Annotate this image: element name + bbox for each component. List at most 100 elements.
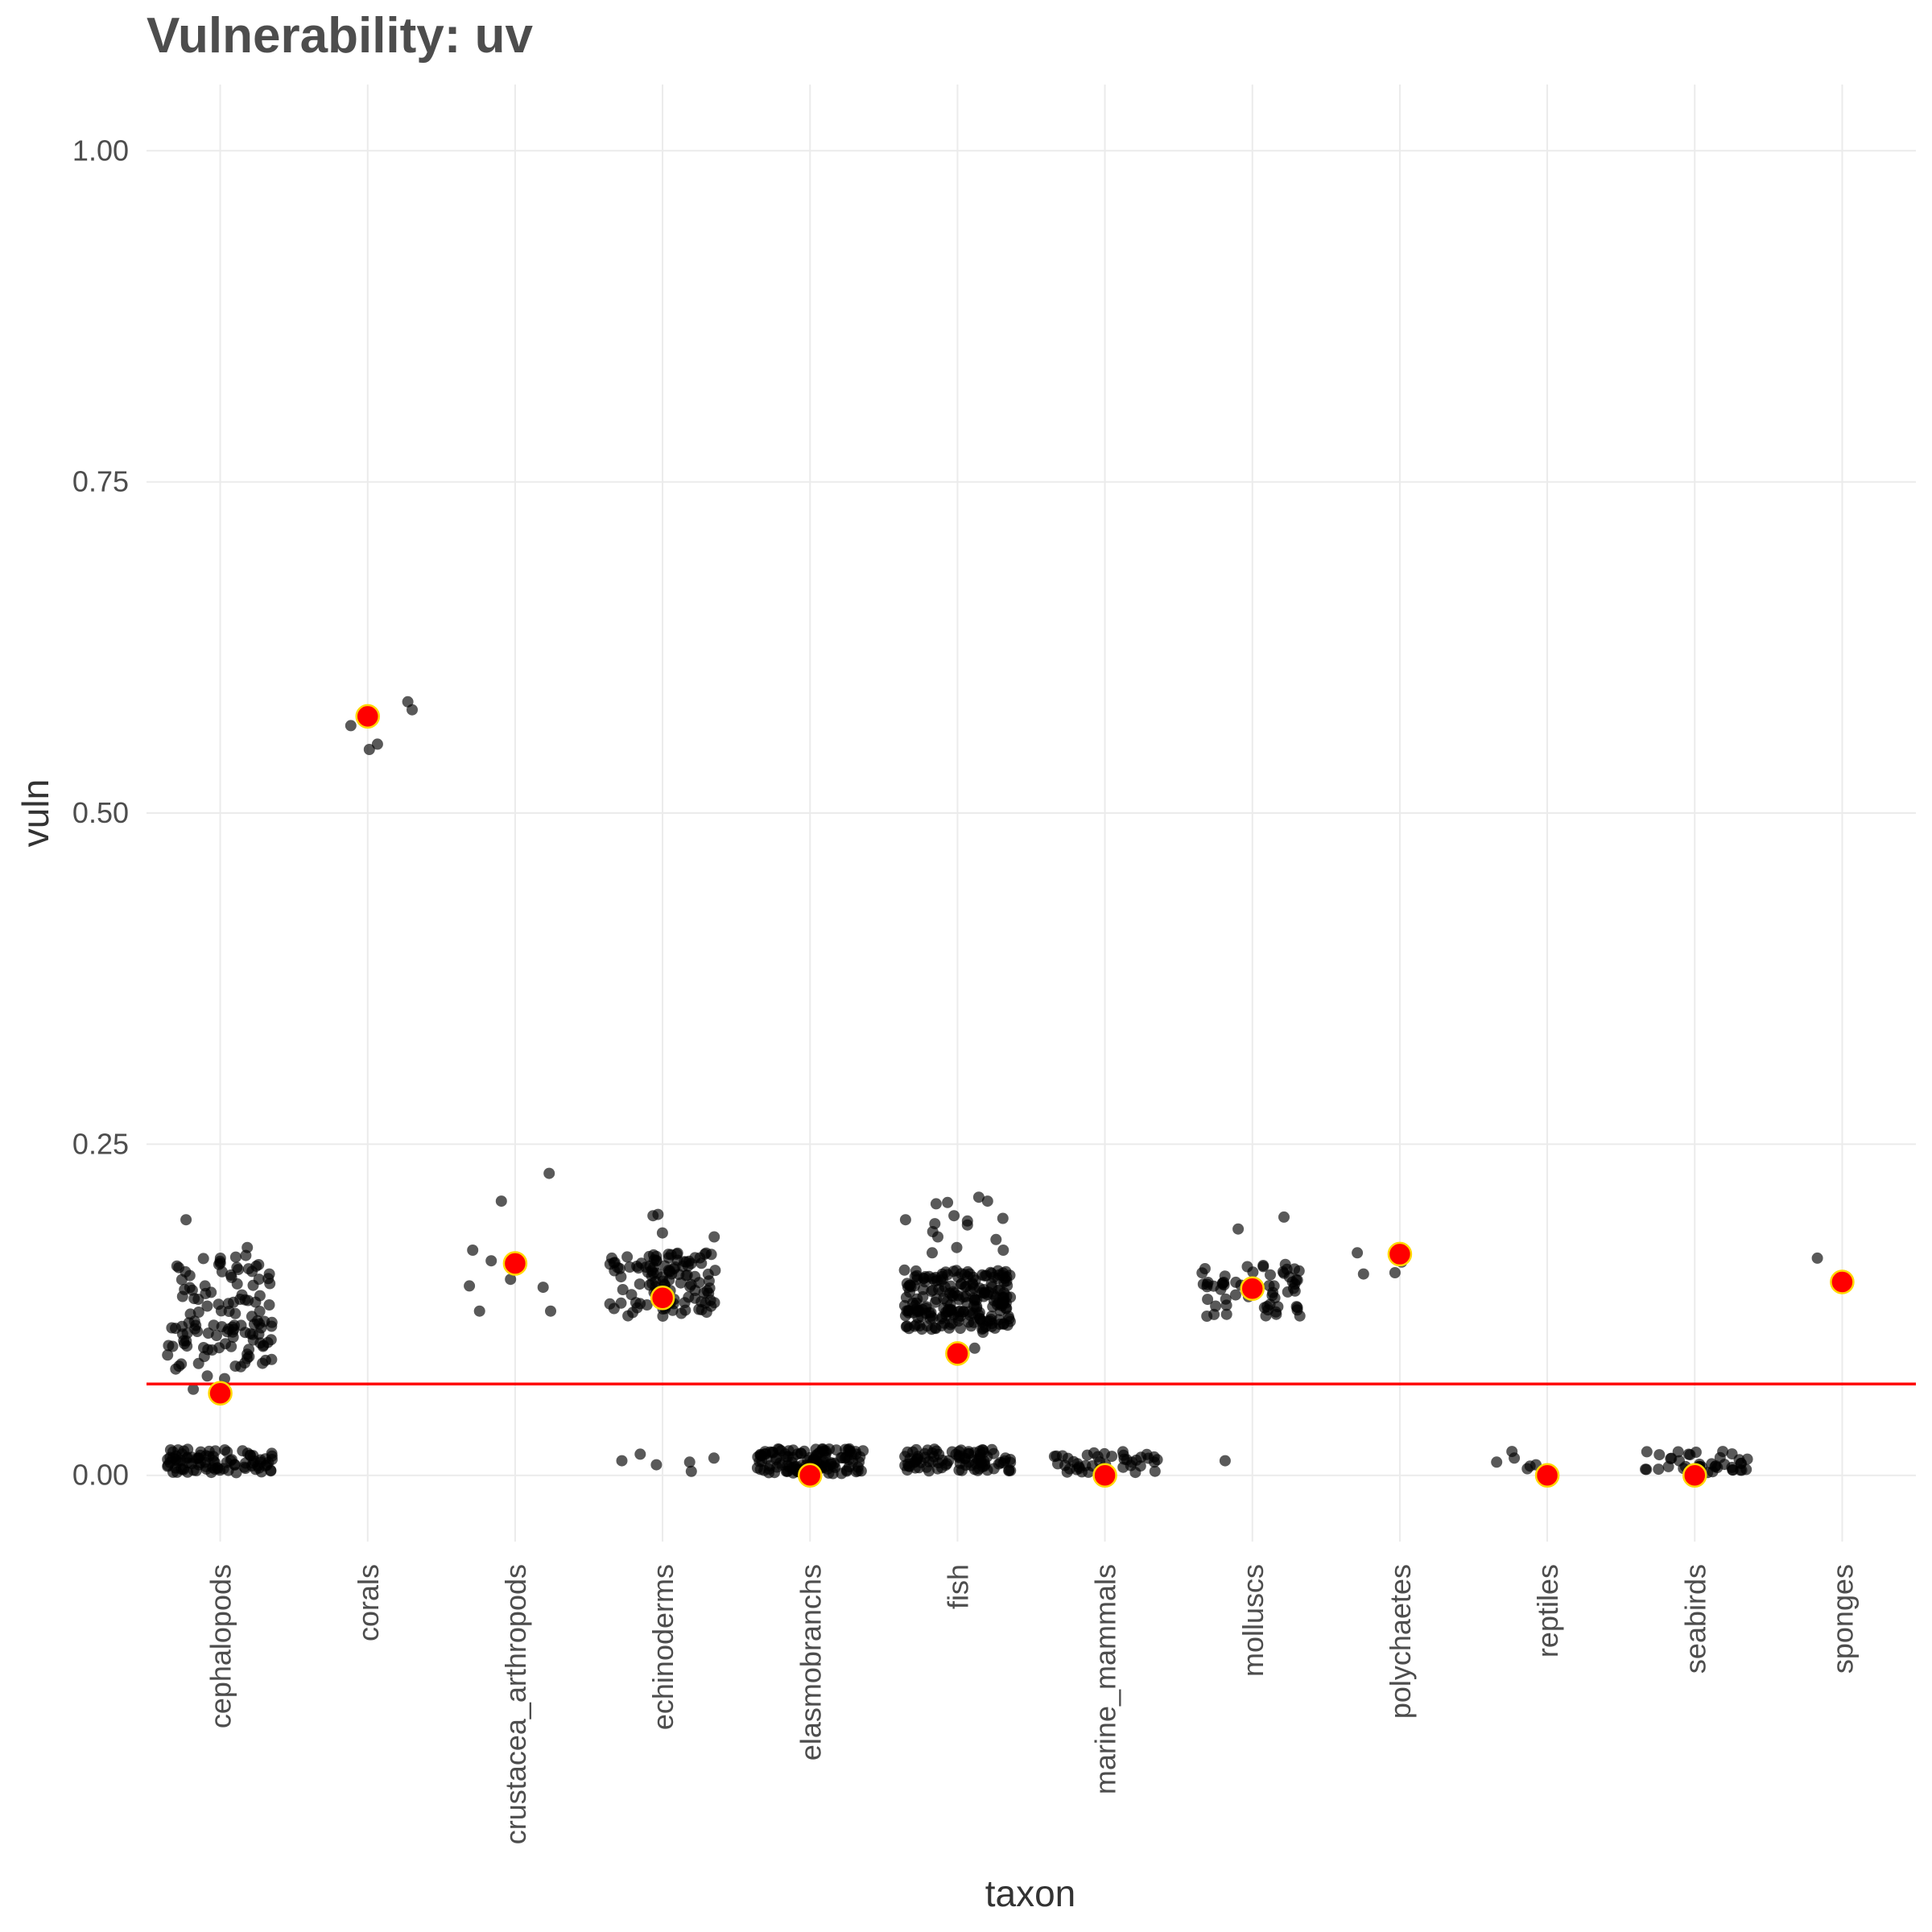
data-point [1690,1447,1702,1458]
data-point [1247,1266,1259,1278]
data-point [997,1457,1009,1469]
data-point [188,1383,200,1395]
data-point [624,1261,636,1273]
data-point [175,1455,187,1467]
data-point [190,1319,202,1331]
data-point [978,1290,990,1302]
data-point [930,1198,942,1210]
data-point [1220,1308,1232,1320]
x-tick-label: cephalopods [204,1564,237,1728]
data-point [231,1261,243,1274]
data-point [1509,1452,1521,1464]
data-point [919,1271,931,1282]
summary-point [945,1341,970,1366]
data-point [1199,1263,1211,1274]
data-point [246,1311,258,1323]
data-point [254,1318,266,1330]
data-point [634,1278,646,1290]
data-point [923,1465,935,1477]
data-point [978,1455,990,1468]
data-point [1289,1285,1301,1297]
y-tick-label: 0.75 [72,465,129,498]
grid [147,85,1916,1542]
data-point [1265,1269,1276,1281]
summary-point [1092,1463,1117,1488]
data-point [1735,1457,1747,1469]
data-point [1707,1466,1719,1478]
data-point [700,1307,712,1319]
data-point [947,1309,960,1321]
data-point [953,1446,965,1458]
data-point [650,1459,663,1471]
data-point [229,1360,242,1373]
data-point [703,1275,715,1287]
data-point [942,1196,954,1208]
data-point [1726,1461,1738,1473]
data-point [701,1285,713,1297]
data-point [914,1320,926,1331]
data-point [818,1455,830,1468]
data-point [773,1443,785,1455]
data-point [781,1465,793,1477]
data-point [903,1323,915,1335]
data-point [931,1274,943,1286]
x-axis-title: taxon [985,1872,1076,1914]
data-point [819,1445,832,1457]
data-point [467,1245,479,1256]
data-point [968,1300,980,1312]
data-point [910,1462,921,1474]
x-tick-label: reptiles [1531,1564,1564,1657]
data-point [933,1448,945,1460]
data-point [1290,1301,1302,1313]
data-point [972,1191,985,1203]
data-point [363,744,375,755]
x-tick-label: fish [941,1564,974,1609]
data-point [213,1258,225,1270]
data-point [906,1446,919,1458]
data-point [170,1323,181,1335]
data-point [485,1255,497,1267]
data-point [167,1340,179,1352]
data-point [929,1322,941,1334]
data-point [899,1214,911,1226]
data-point [675,1277,687,1289]
data-point [902,1305,914,1317]
data-point [215,1305,227,1317]
data-point [609,1265,621,1277]
data-point [644,1260,656,1272]
data-point [981,1195,993,1208]
data-point [998,1276,1010,1288]
data-point [1230,1276,1242,1288]
data-point [505,1274,517,1286]
summary-point [1387,1241,1413,1267]
data-point [1279,1258,1291,1270]
data-point [1263,1280,1275,1292]
data-point [943,1287,956,1299]
data-point [464,1280,476,1292]
data-point [634,1448,646,1460]
data-point [1521,1463,1534,1475]
data-point [997,1212,1009,1224]
data-point [1653,1463,1665,1476]
data-point [708,1231,720,1243]
data-point [221,1446,233,1458]
summary-point [502,1251,528,1276]
data-point [537,1282,549,1294]
data-point [247,1279,259,1291]
data-point [1220,1293,1232,1305]
data-point [179,1338,190,1350]
data-point [473,1305,485,1317]
data-point [1491,1456,1503,1468]
data-point [679,1297,691,1309]
data-point [969,1274,981,1286]
data-point [807,1453,819,1465]
data-point [254,1290,266,1302]
data-point [936,1462,947,1474]
data-point [696,1257,708,1269]
data-point [237,1445,249,1457]
x-tick-label: seabirds [1678,1564,1711,1674]
data-point [955,1323,966,1335]
data-point [175,1463,188,1475]
data-point [977,1327,989,1338]
data-point [407,704,418,716]
